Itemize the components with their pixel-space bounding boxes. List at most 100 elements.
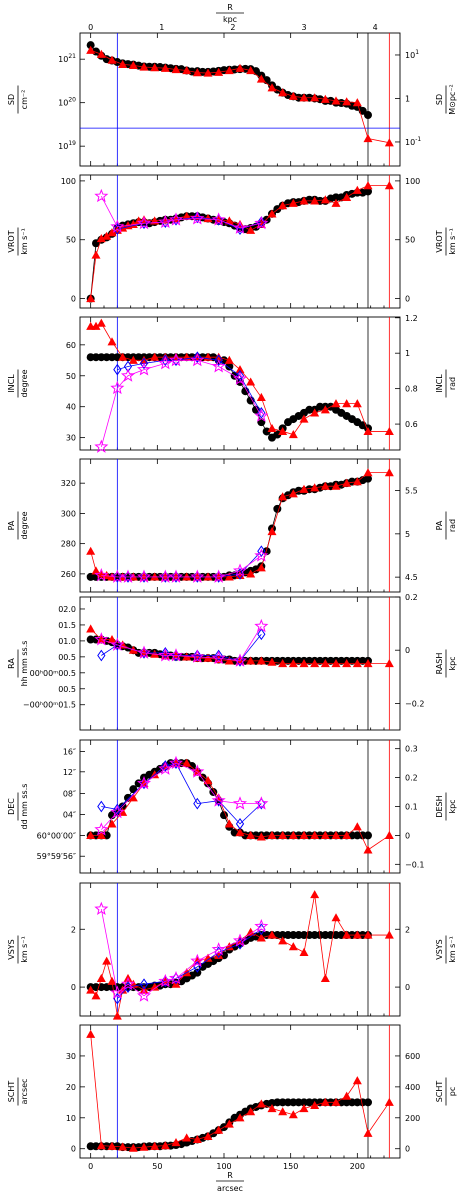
series-line (101, 626, 262, 662)
panel-vrot: 0 50 100 0 50 100 VROT km s⁻¹ VROT km s⁻¹ (7, 174, 457, 309)
data-point-triangle (246, 656, 256, 665)
data-point-star (110, 637, 125, 651)
series-line (101, 555, 262, 578)
bottom-tick-label: 100 (216, 1162, 231, 1171)
data-point-triangle (86, 294, 96, 303)
data-point-triangle (299, 414, 309, 423)
data-point-triangle (203, 775, 213, 785)
data-point-triangle (96, 830, 106, 840)
series-triangle (86, 890, 394, 1020)
data-point-triangle (331, 198, 341, 207)
bottom-tick-label: 200 (350, 1162, 365, 1171)
data-point-triangle (107, 1141, 117, 1150)
panel-frame (79, 1024, 401, 1159)
y-right-axis-title: VROT (435, 230, 444, 252)
data-point-star (110, 380, 125, 395)
y-right-tick-label: 10-1 (405, 136, 421, 147)
data-point-diamond (257, 628, 266, 641)
y-axis-title: PA (7, 520, 16, 530)
y-right-tick-label: −0.1 (405, 860, 424, 869)
data-point-triangle (91, 250, 101, 259)
data-point-triangle (246, 65, 256, 75)
series-line (90, 185, 390, 299)
data-point-triangle (256, 933, 266, 942)
data-point-triangle (150, 352, 160, 361)
data-point-star (158, 761, 173, 775)
data-point-triangle (352, 98, 362, 107)
data-point-triangle (363, 468, 373, 477)
y-right-axis-title: SD (435, 94, 444, 105)
y-right-tick-label: 0 (405, 831, 410, 840)
series-line (90, 762, 390, 851)
data-point-triangle (160, 1141, 170, 1150)
y-tick-label: 59°59′56″ (37, 852, 76, 861)
data-point-triangle (320, 94, 330, 103)
y-right-tick-label: 0.3 (405, 745, 418, 754)
data-point-triangle (224, 656, 234, 665)
data-point-triangle (150, 982, 160, 991)
data-point-triangle (182, 1133, 192, 1142)
y-tick-label: 1020 (58, 97, 76, 108)
data-point-star (232, 563, 248, 577)
data-point-triangle (342, 192, 352, 201)
data-point-diamond (97, 800, 106, 813)
series-triangle (86, 45, 394, 147)
data-point-triangle (267, 657, 277, 666)
data-point-triangle (224, 65, 234, 75)
data-point-triangle (331, 481, 341, 490)
data-point-triangle (310, 890, 320, 899)
data-point-triangle (128, 355, 138, 364)
data-point-star (136, 988, 152, 1002)
y-tick-label: 40 (66, 403, 76, 412)
data-point-triangle (91, 991, 101, 1000)
data-point-star (254, 796, 269, 810)
y-tick-label: −00ʰ00ᵐ01.5 (23, 701, 76, 710)
data-point-star (211, 212, 226, 226)
data-point-star (211, 650, 226, 665)
data-point-triangle (352, 185, 362, 194)
series-triangle (86, 1029, 394, 1152)
y-axis-unit: hh mm ss.s (20, 641, 29, 687)
y-axis-unit: cm⁻² (20, 90, 29, 110)
data-point-circle (225, 362, 234, 371)
bottom-axis-unit: arcsec (217, 1184, 243, 1193)
y-tick-label: 50 (66, 236, 76, 245)
data-point-triangle (139, 1142, 149, 1151)
data-point-diamond (193, 649, 202, 662)
y-tick-label: 2 (71, 925, 76, 934)
data-point-triangle (299, 947, 309, 956)
data-point-star (190, 649, 205, 663)
y-right-tick-label: 400 (405, 1083, 420, 1092)
data-point-star (168, 755, 184, 770)
y-right-tick-label: 4.5 (405, 573, 418, 582)
data-point-triangle (299, 93, 309, 102)
data-point-triangle (288, 430, 298, 439)
y-axis-unit: km s⁻¹ (20, 228, 29, 255)
data-point-triangle (278, 659, 288, 668)
data-point-star (158, 356, 173, 370)
y-axis-unit: arcsec (20, 1079, 29, 1105)
data-point-triangle (182, 572, 192, 581)
data-point-triangle (224, 572, 234, 581)
bottom-axis-label: R (227, 1171, 233, 1180)
y-right-tick-label: 0 (405, 1145, 410, 1154)
data-point-diamond (161, 354, 170, 367)
data-point-triangle (278, 936, 288, 945)
data-point-triangle (107, 337, 117, 346)
y-tick-label: 320 (61, 479, 76, 488)
data-point-triangle (102, 231, 112, 240)
y-tick-label: 100 (61, 177, 76, 186)
data-point-triangle (342, 1091, 352, 1100)
data-point-star (232, 933, 248, 947)
data-point-triangle (278, 492, 288, 501)
data-point-triangle (256, 656, 266, 665)
data-point-triangle (246, 927, 256, 936)
data-point-triangle (267, 83, 277, 92)
data-point-triangle (331, 399, 341, 408)
y-tick-label: 02.0 (58, 605, 76, 614)
data-point-triangle (267, 830, 277, 840)
y-right-tick-label: 101 (405, 49, 419, 60)
series-star (94, 755, 269, 836)
top-kpc-axis: 0 1 2 3 4 (88, 23, 378, 32)
